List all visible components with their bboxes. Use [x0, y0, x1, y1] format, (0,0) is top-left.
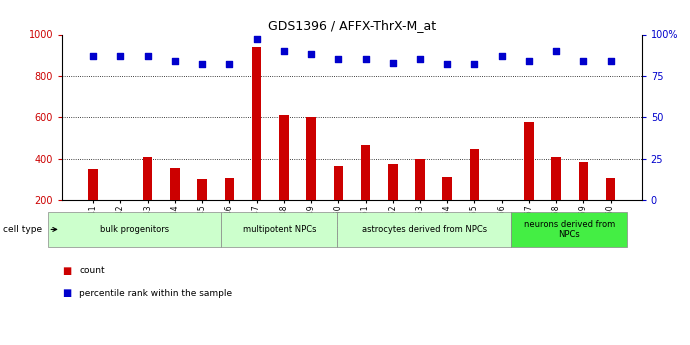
Bar — [143, 157, 152, 241]
Point — [278, 48, 289, 54]
Point — [551, 48, 562, 54]
Bar — [170, 168, 179, 241]
Text: percentile rank within the sample: percentile rank within the sample — [79, 289, 233, 298]
Point — [469, 61, 480, 67]
Text: astrocytes derived from NPCs: astrocytes derived from NPCs — [362, 225, 487, 234]
Text: count: count — [79, 266, 105, 275]
Point — [251, 37, 262, 42]
Bar — [606, 178, 615, 242]
Bar — [361, 145, 371, 242]
Point — [524, 58, 535, 64]
Point — [169, 58, 180, 64]
Bar — [442, 177, 452, 242]
Bar — [551, 157, 561, 241]
Bar — [333, 166, 343, 242]
Point — [142, 53, 153, 59]
Text: ■: ■ — [62, 266, 71, 276]
Bar — [415, 159, 425, 242]
Bar — [252, 47, 262, 242]
Point — [306, 52, 317, 57]
Bar — [197, 179, 207, 242]
Point — [88, 53, 99, 59]
Bar — [116, 200, 125, 242]
Point — [360, 57, 371, 62]
Text: multipotent NPCs: multipotent NPCs — [243, 225, 316, 234]
Bar — [279, 115, 288, 242]
Bar — [225, 178, 234, 242]
Bar — [497, 200, 506, 242]
Point — [578, 58, 589, 64]
Point — [333, 57, 344, 62]
Point — [605, 58, 616, 64]
Text: cell type: cell type — [3, 225, 43, 234]
Point — [387, 60, 398, 66]
Point — [224, 61, 235, 67]
Bar — [524, 122, 533, 242]
Text: bulk progenitors: bulk progenitors — [100, 225, 169, 234]
Bar — [88, 169, 98, 241]
Bar — [579, 162, 588, 241]
Title: GDS1396 / AFFX-ThrX-M_at: GDS1396 / AFFX-ThrX-M_at — [268, 19, 436, 32]
Text: ■: ■ — [62, 288, 71, 298]
Point — [496, 53, 507, 59]
Point — [442, 61, 453, 67]
Point — [197, 61, 208, 67]
Text: neurons derived from
NPCs: neurons derived from NPCs — [524, 220, 615, 239]
Bar — [306, 117, 316, 242]
Point — [415, 57, 426, 62]
Bar — [388, 164, 397, 242]
Bar — [470, 149, 479, 241]
Point — [115, 53, 126, 59]
